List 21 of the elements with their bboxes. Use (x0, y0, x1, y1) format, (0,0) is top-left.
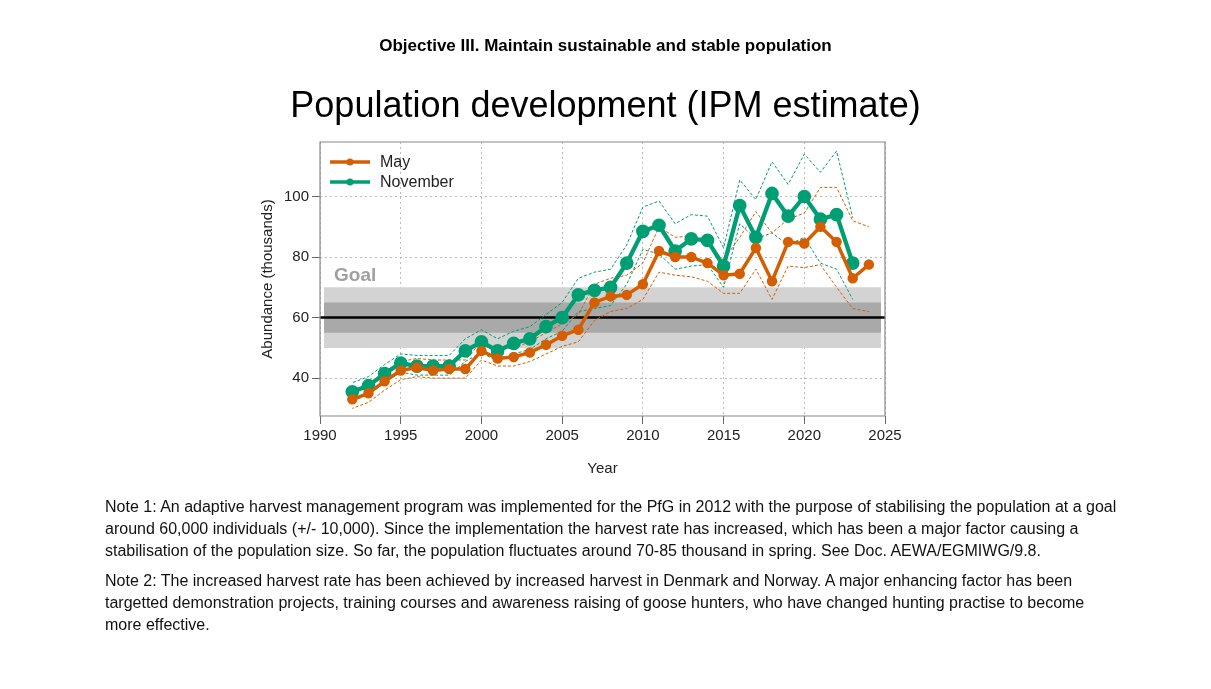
x-axis-title: Year (587, 459, 618, 477)
x-tick-label: 2015 (706, 426, 741, 444)
x-tick-label: 2005 (545, 426, 579, 444)
text: Note 2: The increased harvest rate has been achieved by increased harvest in Denmark and Norway. A major enhancing factor has been targetted demonstration projects, training courses and awareness raising of goose hunters, who have changed hunting practise to become more effective. (105, 571, 1086, 635)
text: Note 1: An adaptive harvest management program was implemented for the PfG in 2012 with the purpose of stabilising the population at a goal around 60,000 individuals (+/- 10,000). Since the implementation the harvest rate has increased, which has been a major factor causing a stabilisation of the population size. So far, the population fluctuates around 70-85 thousand in spring. See Doc. AEWA/EGMIWG/9.8. (105, 497, 1118, 561)
y-tick-label: 80 (292, 247, 310, 265)
chart-subtitle: Objective III. Maintain sustainable and stable population (378, 36, 833, 56)
band-label: Goal (334, 264, 377, 286)
x-tick-label: 2020 (787, 426, 821, 444)
x-tick-label: 1990 (303, 426, 337, 444)
y-tick-label: 60 (292, 307, 310, 325)
x-tick-label: 2010 (626, 426, 660, 444)
legend-label: May (380, 153, 411, 171)
y-tick-label: 100 (284, 186, 310, 204)
y-tick-label: 40 (292, 368, 310, 386)
x-tick-label: 1995 (384, 426, 418, 444)
chart-title: Population development (IPM estimate) (289, 84, 922, 126)
y-axis-title: Abundance (thousands) (258, 199, 276, 359)
legend-label: November (380, 173, 455, 191)
x-tick-label: 2000 (464, 426, 499, 444)
x-tick-label: 2025 (868, 426, 902, 444)
